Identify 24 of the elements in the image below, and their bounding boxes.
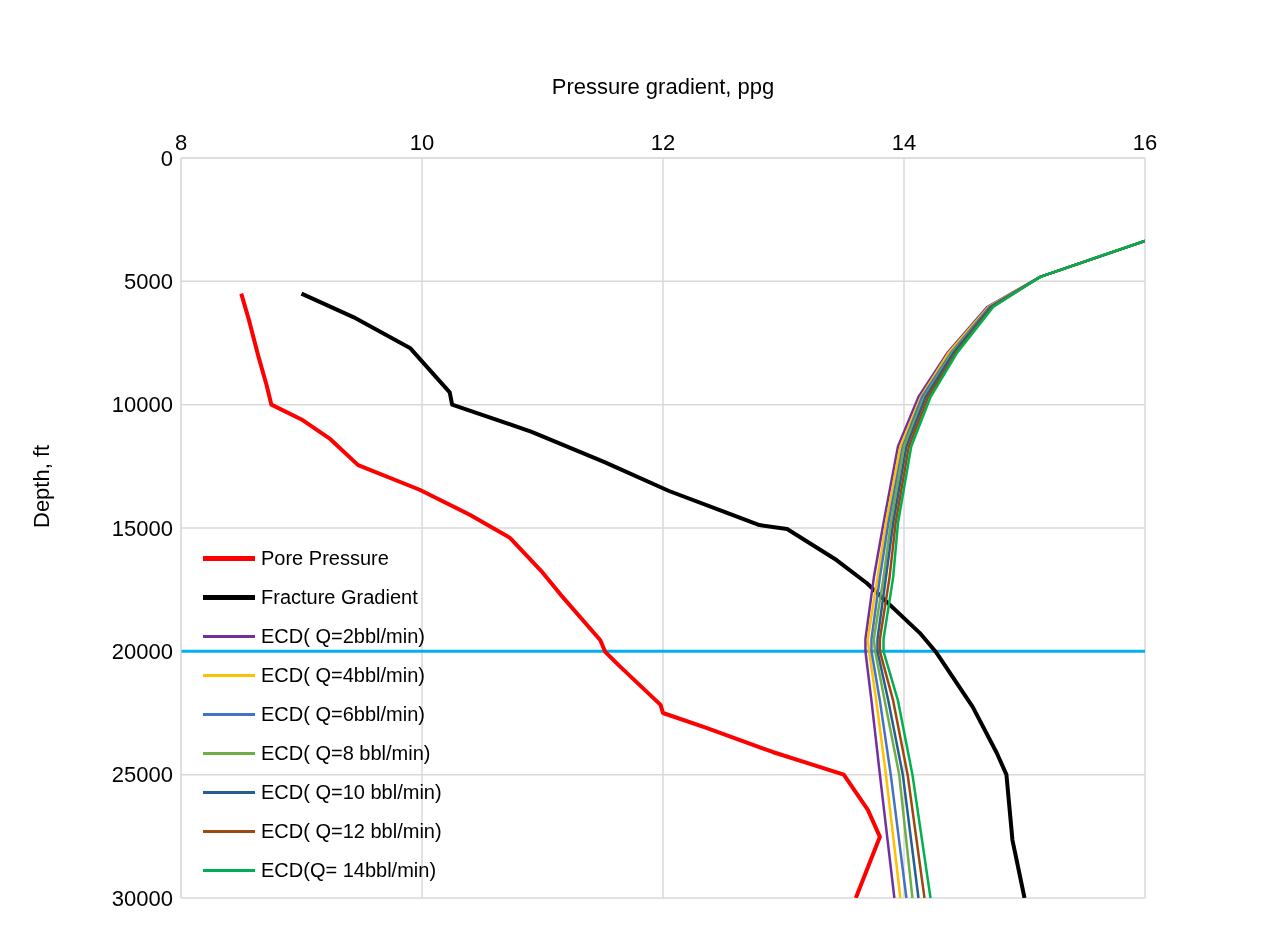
legend-label: ECD( Q=10 bbl/min)	[261, 780, 442, 805]
x-tick-label: 14	[891, 130, 917, 155]
x-axis-title: Pressure gradient, ppg	[551, 73, 775, 99]
x-tick-label: 12	[650, 130, 676, 155]
legend-label: ECD( Q=4bbl/min)	[261, 663, 425, 688]
y-tick-label: 30000	[111, 885, 173, 911]
y-tick-label: 15000	[111, 515, 173, 541]
legend-label: Pore Pressure	[261, 546, 389, 571]
y-tick-label: 25000	[111, 762, 173, 788]
y-tick-label: 5000	[124, 269, 173, 295]
legend-label: ECD( Q=6bbl/min)	[261, 702, 425, 727]
x-tick-label: 16	[1132, 130, 1158, 155]
legend-label: ECD( Q=2bbl/min)	[261, 624, 425, 649]
y-tick-label: 20000	[111, 639, 173, 665]
line-series	[239, 291, 882, 898]
y-tick-label: 0	[160, 145, 173, 171]
legend-label: Fracture Gradient	[261, 585, 418, 610]
legend-label: ECD(Q= 14bbl/min)	[261, 858, 437, 883]
x-tick-label: 10	[409, 130, 435, 155]
legend-label: ECD( Q=8 bbl/min)	[261, 741, 431, 766]
y-tick-label: 10000	[111, 392, 173, 418]
y-axis-title: Depth, ft	[28, 444, 54, 528]
legend-label: ECD( Q=12 bbl/min)	[261, 819, 442, 844]
x-tick-label: 8	[174, 130, 188, 155]
